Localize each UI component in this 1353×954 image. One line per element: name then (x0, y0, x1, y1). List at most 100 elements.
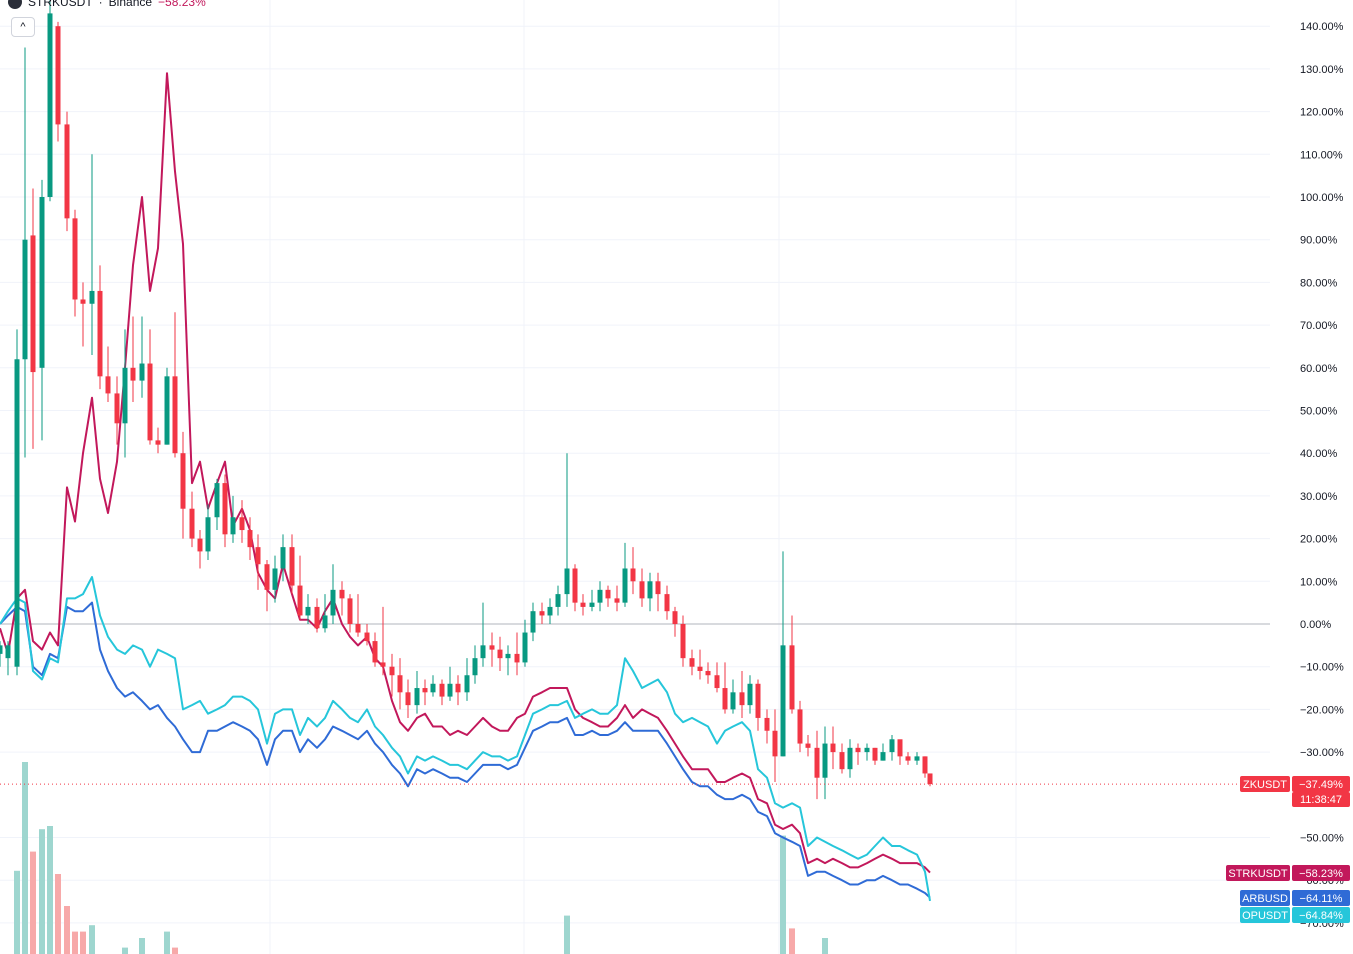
candle-33 (272, 555, 278, 603)
y-tick-label: 140.00% (1300, 21, 1344, 33)
candle-96 (797, 700, 803, 753)
legend-symbol: STRKUSDT (28, 0, 93, 9)
candle-13 (105, 346, 111, 402)
symbol-legend[interactable]: STRKUSDT · Binance −58.23% (8, 0, 206, 9)
comparison-lines (0, 72, 931, 902)
candle-11 (89, 154, 95, 355)
candle-53 (439, 679, 445, 706)
price-badges: ZKUSDT −37.49% 11:38:47 STRKUSDT −58.23% ARBU… (1226, 776, 1350, 923)
candle-30 (247, 517, 253, 560)
candle-92 (764, 709, 770, 744)
candle-86 (714, 662, 720, 693)
candle-36 (297, 555, 303, 620)
candle-0 (0, 641, 3, 667)
candle-40 (330, 564, 336, 624)
candle-31 (255, 534, 261, 590)
candlesticks (0, 0, 1270, 800)
candle-25 (205, 504, 211, 560)
candle-98 (814, 730, 820, 800)
candle-62 (514, 632, 520, 676)
volume-bar-2 (30, 851, 36, 954)
candle-23 (189, 491, 195, 548)
candle-82 (680, 615, 686, 667)
candle-27 (222, 474, 228, 548)
candle-49 (405, 679, 411, 718)
y-tick-label: 20.00% (1300, 534, 1338, 546)
candle-44 (364, 624, 370, 646)
candle-19 (155, 427, 161, 454)
y-tick-label: 50.00% (1300, 406, 1338, 418)
volume-bar-3 (39, 829, 45, 954)
series-line-opusdt (0, 576, 931, 902)
candle-112 (927, 773, 933, 787)
candle-110 (914, 752, 920, 765)
legend-change: −58.23% (158, 0, 206, 9)
candle-76 (630, 547, 636, 595)
price-axis[interactable]: 140.00% 130.00% 120.00% 110.00% 100.00% 90.00… (1270, 0, 1353, 954)
candle-109 (905, 752, 911, 765)
candle-66 (547, 598, 553, 624)
candle-50 (414, 670, 420, 714)
collapse-legend-button[interactable]: ^ (11, 17, 35, 37)
volume-bar-13 (172, 947, 178, 954)
candle-26 (214, 478, 220, 531)
candle-87 (722, 662, 728, 714)
candle-45 (372, 632, 378, 667)
candle-108 (897, 739, 903, 765)
candle-102 (847, 739, 853, 778)
candle-8 (64, 111, 70, 232)
candle-91 (755, 679, 761, 731)
candle-103 (855, 743, 861, 765)
candle-69 (572, 564, 578, 612)
candle-65 (539, 602, 545, 624)
candle-57 (472, 645, 478, 684)
badge-symbol: OPUSDT (1242, 910, 1288, 922)
axis-background (1270, 0, 1353, 954)
candle-83 (689, 649, 695, 676)
y-tick-label: −50.00% (1300, 833, 1344, 845)
y-tick-label: 130.00% (1300, 64, 1344, 76)
price-badge-opusdt: OPUSDT −64.84% (1240, 907, 1350, 923)
volume-bar-6 (64, 906, 70, 954)
volume-bar-17 (822, 938, 828, 954)
candle-2 (14, 329, 20, 676)
series-line-arbusd (0, 601, 931, 899)
y-tick-label: 120.00% (1300, 107, 1344, 119)
volume-bar-0 (14, 870, 20, 954)
candle-59 (489, 632, 495, 667)
candle-16 (130, 316, 136, 402)
badge-symbol: ARBUSD (1242, 893, 1288, 905)
candle-20 (164, 367, 170, 445)
candle-35 (289, 534, 295, 595)
candle-47 (389, 653, 395, 697)
candle-55 (455, 675, 461, 706)
y-tick-label: 80.00% (1300, 277, 1338, 289)
candle-3 (22, 47, 28, 458)
volume-bar-5 (55, 874, 61, 954)
volume-bar-16 (789, 928, 795, 954)
candle-4 (30, 188, 36, 449)
volume-bar-14 (564, 915, 570, 954)
y-tick-label: 110.00% (1300, 149, 1343, 161)
candle-29 (239, 500, 245, 543)
volume-bar-8 (80, 931, 86, 954)
y-tick-label: 0.00% (1300, 619, 1331, 631)
candle-6 (47, 0, 53, 202)
candle-81 (672, 606, 678, 637)
volume-bar-15 (780, 835, 786, 954)
y-tick-label: 40.00% (1300, 448, 1338, 460)
candle-71 (589, 589, 595, 612)
candle-21 (172, 312, 178, 458)
y-tick-label: 100.00% (1300, 192, 1344, 204)
candle-106 (880, 743, 886, 761)
candle-7 (55, 21, 61, 142)
series-line-strkusdt (0, 72, 931, 874)
candle-93 (772, 709, 778, 782)
candle-111 (922, 756, 928, 778)
badge-value: −37.49% (1299, 779, 1343, 791)
candle-10 (80, 282, 86, 347)
candle-80 (664, 585, 670, 620)
candle-75 (622, 542, 628, 607)
badge-value: −64.84% (1299, 910, 1343, 922)
